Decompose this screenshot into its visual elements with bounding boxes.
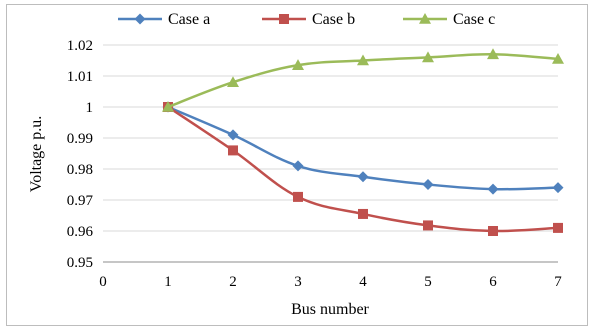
data-point-case-c xyxy=(162,101,174,112)
legend-layer: Case a Case b Case c xyxy=(118,11,495,28)
legend-label-case-c: Case c xyxy=(453,11,495,28)
y-tick-label: 1 xyxy=(86,100,94,116)
y-tick-label: 0.98 xyxy=(67,162,93,178)
data-point-case-a xyxy=(292,160,304,172)
data-point-case-b xyxy=(423,220,433,231)
data-point-case-a xyxy=(487,183,499,195)
series-layer xyxy=(162,48,564,236)
x-axis-title: Bus number xyxy=(291,301,369,318)
y-tick-label: 0.97 xyxy=(67,193,94,209)
data-point-case-a xyxy=(552,182,564,194)
legend-label-case-b: Case b xyxy=(312,11,355,28)
legend-label-case-a: Case a xyxy=(168,11,210,28)
y-tick-label: 0.95 xyxy=(67,255,93,271)
legend-marker-case-a xyxy=(134,13,146,25)
data-point-case-b xyxy=(293,191,303,202)
data-point-case-c xyxy=(227,76,239,87)
y-tick-label: 0.96 xyxy=(67,224,94,240)
data-point-case-c xyxy=(292,59,304,70)
data-point-case-c xyxy=(357,54,369,66)
y-tick-label: 1.01 xyxy=(67,69,93,85)
y-tick-label: 1.02 xyxy=(67,38,93,54)
x-tick-label: 7 xyxy=(554,274,562,290)
data-point-case-c xyxy=(552,52,564,64)
x-tick-label: 3 xyxy=(294,274,302,290)
x-tick-label: 1 xyxy=(164,274,172,290)
axis-layer: 0.95 0.96 0.97 0.98 0.99 1 1.01 1.02 0 1 2 3 4 5 6 7 xyxy=(67,38,563,290)
data-point-case-a xyxy=(422,179,434,190)
data-point-case-a xyxy=(227,129,239,141)
data-point-case-b xyxy=(358,208,368,219)
data-point-case-b xyxy=(553,222,563,233)
data-point-case-c xyxy=(487,48,499,60)
legend-marker-case-c xyxy=(419,13,431,24)
x-tick-label: 4 xyxy=(359,274,367,290)
x-tick-label: 0 xyxy=(99,274,107,290)
legend-marker-case-b xyxy=(279,14,289,24)
x-tick-label: 5 xyxy=(424,274,432,290)
data-point-case-b xyxy=(228,145,238,156)
x-tick-label: 2 xyxy=(229,274,237,290)
data-point-case-c xyxy=(422,51,434,63)
x-tick-label: 6 xyxy=(489,274,497,290)
grid-layer xyxy=(103,44,558,232)
y-tick-label: 0.99 xyxy=(67,131,93,147)
data-point-case-b xyxy=(488,226,498,236)
data-point-case-a xyxy=(357,171,369,183)
y-axis-title: Voltage p.u. xyxy=(28,116,45,193)
